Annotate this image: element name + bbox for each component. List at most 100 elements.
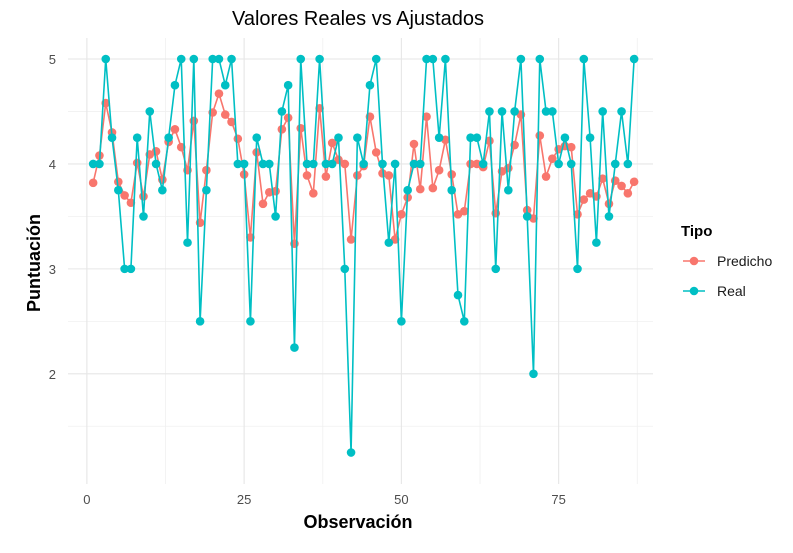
data-point (233, 159, 243, 169)
data-point (202, 165, 211, 175)
legend-title: Tipo (681, 223, 712, 240)
data-point (510, 107, 519, 116)
legend-items: Predicho Real (683, 253, 772, 299)
data-point (447, 185, 457, 195)
data-point (340, 264, 350, 274)
data-point (504, 185, 513, 195)
data-point (309, 159, 318, 169)
x-tick-label: 25 (237, 492, 251, 507)
data-point (371, 148, 381, 157)
data-point (220, 110, 230, 119)
chart-title: Valores Reales vs Ajustados (232, 8, 484, 30)
data-point (151, 147, 161, 156)
data-point (302, 171, 312, 180)
data-point (403, 185, 412, 195)
data-point (88, 159, 98, 169)
series-real (88, 54, 639, 457)
data-point (151, 159, 161, 169)
data-point (485, 107, 494, 116)
data-point (441, 54, 450, 64)
data-point (434, 133, 444, 142)
data-point (516, 54, 526, 64)
data-point (497, 107, 507, 116)
data-point (258, 199, 268, 209)
data-point (598, 174, 607, 183)
data-point (139, 212, 148, 221)
data-point (233, 134, 243, 144)
data-point (466, 133, 475, 142)
data-point (409, 139, 419, 149)
data-point (327, 138, 337, 148)
data-point (548, 107, 557, 116)
data-point (541, 107, 551, 116)
data-point (365, 80, 375, 90)
data-point (220, 80, 230, 90)
data-point (271, 212, 280, 221)
data-point (239, 159, 249, 169)
data-point (227, 117, 236, 127)
data-point (340, 159, 350, 169)
data-point (120, 191, 129, 200)
data-point (195, 317, 205, 326)
data-point (164, 133, 173, 142)
data-point (579, 54, 589, 64)
x-tick-label: 50 (394, 492, 408, 507)
y-tick-label: 4 (49, 157, 56, 172)
data-point (623, 189, 633, 198)
data-point (327, 159, 337, 169)
data-point (120, 264, 129, 274)
data-point (139, 192, 148, 201)
data-point (378, 159, 387, 169)
x-axis-label: Observación (303, 512, 412, 532)
data-point (397, 210, 406, 219)
data-point (428, 54, 438, 64)
data-point (617, 181, 626, 191)
data-point (101, 54, 111, 64)
data-point (346, 235, 356, 244)
data-point (371, 54, 381, 64)
data-point (566, 159, 576, 169)
y-axis-label: Puntuación (24, 214, 44, 312)
data-point (183, 238, 192, 247)
data-point (459, 317, 469, 326)
data-point (491, 264, 501, 274)
legend-item: Real (683, 283, 746, 299)
data-point (296, 123, 306, 133)
data-point (573, 264, 582, 274)
data-point (617, 107, 626, 116)
data-point (566, 142, 576, 152)
data-point (264, 159, 274, 169)
data-point (529, 369, 538, 379)
data-point (453, 290, 463, 300)
data-point (422, 54, 431, 64)
data-point (283, 80, 293, 90)
data-point (202, 185, 211, 195)
data-point (541, 172, 551, 181)
data-point (296, 54, 306, 64)
data-point (598, 107, 607, 116)
data-point (560, 133, 570, 142)
data-point (422, 112, 431, 122)
data-point (504, 163, 513, 173)
data-point (176, 54, 186, 64)
x-tick-label: 0 (83, 492, 90, 507)
data-point (88, 178, 98, 188)
data-point (585, 133, 595, 142)
data-point (390, 159, 400, 169)
y-tick-label: 2 (49, 367, 56, 382)
data-point (132, 133, 142, 142)
data-point (277, 107, 287, 116)
data-point (415, 159, 425, 169)
data-point (170, 80, 180, 90)
x-tick-label: 75 (551, 492, 565, 507)
data-point (214, 89, 224, 98)
data-point (246, 317, 255, 326)
axis-ticks: 0 25 50 75 2 3 4 5 (49, 52, 566, 507)
data-point (208, 54, 217, 64)
data-point (170, 124, 180, 134)
data-point (321, 159, 331, 169)
legend: Tipo Predicho Real (681, 223, 772, 299)
data-point (315, 54, 324, 64)
